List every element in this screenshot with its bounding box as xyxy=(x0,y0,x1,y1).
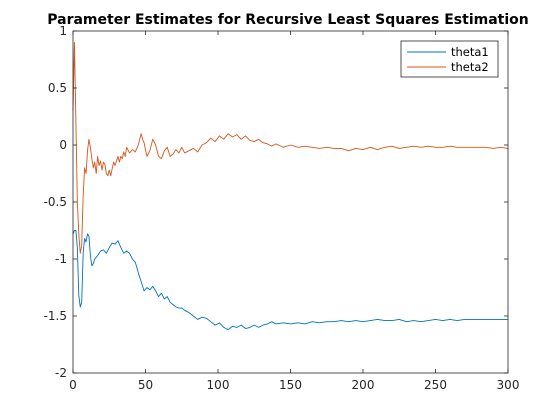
legend-label-theta2: theta2 xyxy=(451,60,489,74)
x-tick-label: 250 xyxy=(424,378,447,392)
x-tick-label: 50 xyxy=(138,378,153,392)
x-tick-label: 300 xyxy=(497,378,520,392)
y-tick-label: 0 xyxy=(59,138,67,152)
x-tick-label: 100 xyxy=(207,378,230,392)
y-tick-label: -1 xyxy=(55,252,67,266)
y-tick-label: -0.5 xyxy=(44,195,67,209)
y-tick-label: -2 xyxy=(55,366,67,380)
x-tick-label: 200 xyxy=(352,378,375,392)
series-line-theta2 xyxy=(72,41,509,254)
y-tick-label: 1 xyxy=(59,24,67,38)
y-tick-label: 0.5 xyxy=(48,81,67,95)
chart-title: Parameter Estimates for Recursive Least … xyxy=(47,12,529,28)
y-tick-label: -1.5 xyxy=(44,309,67,323)
x-tick-label: 0 xyxy=(69,378,77,392)
series-line-theta1 xyxy=(72,230,508,331)
plot-area xyxy=(72,41,509,331)
legend-box xyxy=(400,40,499,78)
legend-label-theta1: theta1 xyxy=(451,45,489,59)
x-tick-label: 150 xyxy=(279,378,302,392)
axes: 0 50 100 150 200 250 300 -2 -1.5 -1 -0.5 0 0.5 1 xyxy=(44,24,520,392)
